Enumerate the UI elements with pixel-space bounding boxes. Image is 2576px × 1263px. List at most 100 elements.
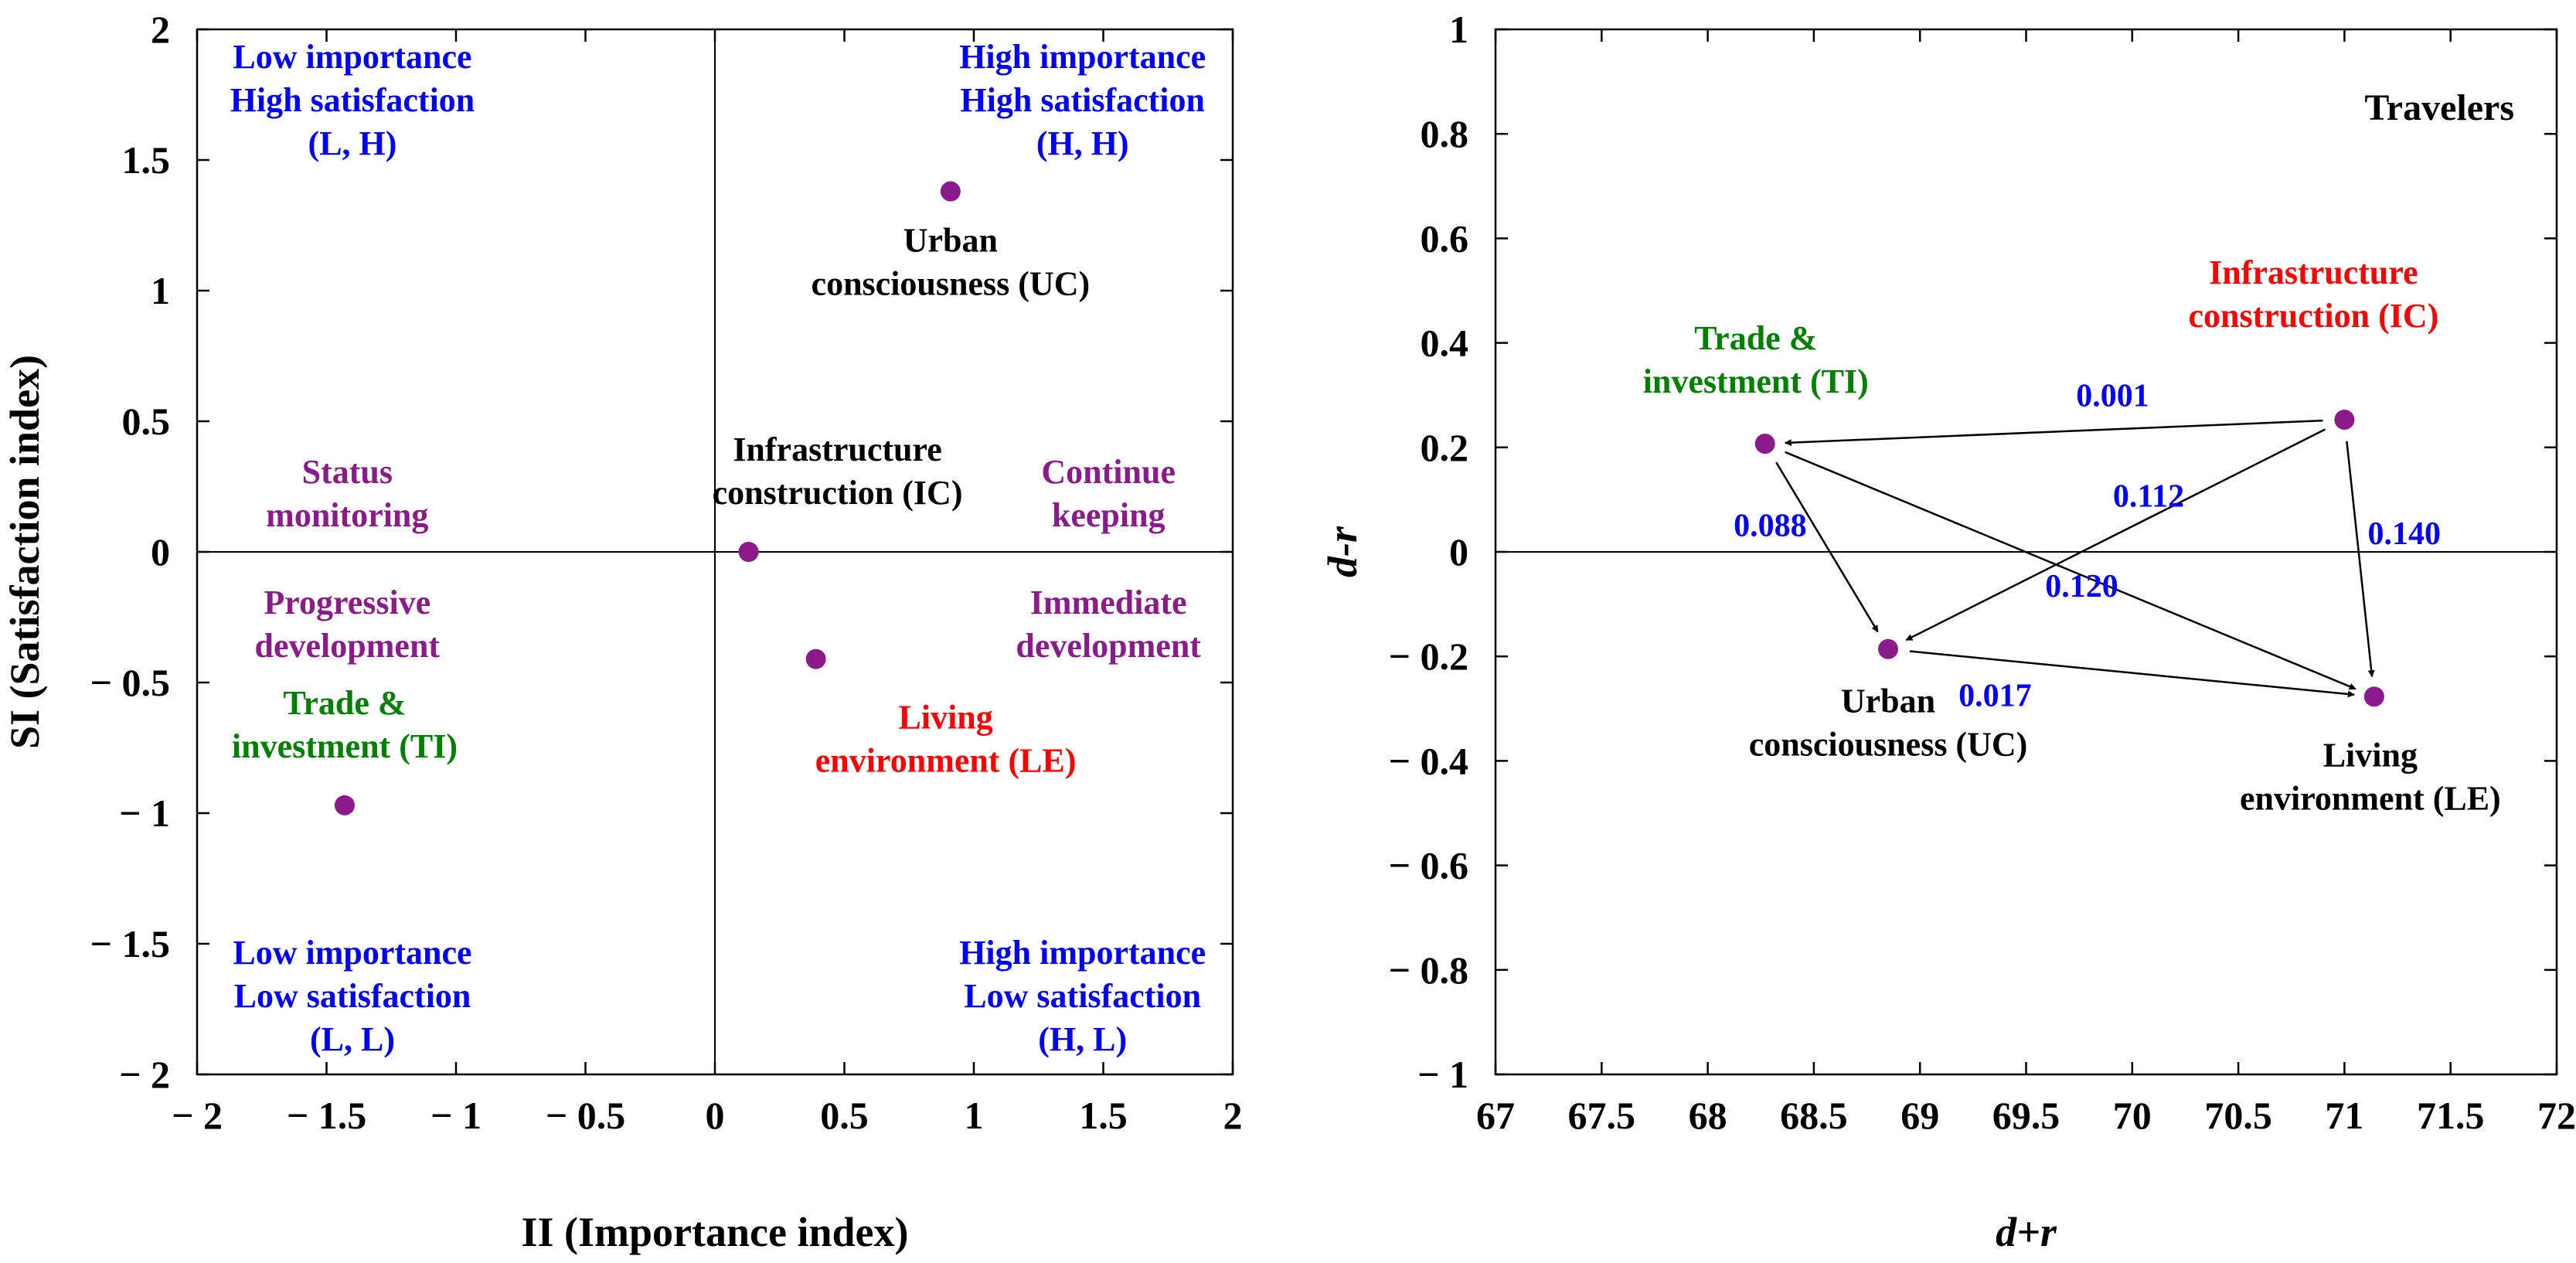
point-label-le-line: environment (LE)	[2240, 779, 2501, 817]
edge-ti-le	[1785, 451, 2357, 690]
point-le	[2363, 686, 2384, 707]
y-tick-label: 1	[1449, 8, 1468, 51]
x-axis-title: d+r	[1996, 1209, 2057, 1255]
y-tick-label: 0.2	[1421, 426, 1469, 469]
point-label-ic: Infrastructure construction (IC)	[713, 431, 963, 512]
edge-ic-uc	[1905, 428, 2326, 642]
y-tick-label: 0.6	[1421, 216, 1469, 260]
dematel-chart: 67 67.5 68 68.5 69 69.5 70 70.5 71 71.5 72 − 1 − 0.8…	[1319, 8, 2576, 1255]
y-tick-label: 0.8	[1421, 112, 1469, 155]
x-tick-label: 2	[1223, 1094, 1243, 1137]
x-tick-label: 71.5	[2417, 1094, 2485, 1137]
point-label-ti-line: Trade &	[283, 684, 406, 722]
x-tick-label: 72	[2537, 1094, 2576, 1137]
quadrant-label-line: High importance	[959, 934, 1206, 972]
point-label-uc-line: Urban	[1841, 683, 1935, 720]
quadrant-label-line: Low satisfaction	[234, 977, 471, 1015]
x-tick-label: 67	[1476, 1094, 1515, 1137]
strategy-label-line: Immediate	[1030, 584, 1187, 621]
x-tick-label: 68	[1689, 1094, 1727, 1137]
point-ic	[738, 542, 759, 562]
x-tick-label: 70	[2113, 1094, 2152, 1137]
point-label-ti-line: Trade &	[1694, 319, 1817, 357]
y-tick-label: − 1	[1417, 1053, 1468, 1096]
strategy-label: Continue keeping	[1041, 453, 1176, 534]
x-tick-label: − 1	[430, 1094, 482, 1137]
point-label-ic-line: Infrastructure	[2209, 254, 2418, 291]
point-label-ti: Trade & investment (TI)	[232, 684, 458, 765]
y-tick-label: − 0.4	[1389, 739, 1469, 782]
x-tick-label: 69.5	[1992, 1094, 2060, 1137]
strategy-label-line: monitoring	[266, 496, 428, 534]
x-tick-label: 1.5	[1079, 1094, 1128, 1137]
point-uc	[940, 181, 961, 202]
point-label-ti-line: investment (TI)	[232, 727, 458, 765]
point-label-ti: Trade & investment (TI)	[1643, 319, 1869, 400]
y-tick-label: 1.5	[122, 138, 171, 182]
strategy-label: Progressive development	[255, 584, 441, 665]
quadrant-label-line: (L, L)	[310, 1020, 395, 1058]
point-label-ic-line: Infrastructure	[733, 431, 941, 468]
edge-uc-le	[1909, 650, 2355, 698]
strategy-label-line: Progressive	[264, 584, 430, 621]
y-axis-title: d-r	[1319, 526, 1366, 577]
point-ti	[1754, 434, 1775, 454]
quadrant-label-line: (H, H)	[1036, 124, 1129, 162]
ipa-chart: − 2 − 1.5 − 1 − 0.5 0 0.5 1 1.5 2 − 2 − 1.5 − 1 − 0.…	[2, 8, 1243, 1255]
quadrant-label-line: High satisfaction	[230, 81, 475, 119]
y-tick-label: 2	[151, 8, 170, 51]
point-label-le-line: Living	[899, 699, 993, 737]
y-tick-label: 0	[1449, 530, 1468, 574]
strategy-label: Status monitoring	[266, 453, 428, 534]
point-label-ic: Infrastructure construction (IC)	[2188, 254, 2438, 335]
strategy-label-line: keeping	[1052, 496, 1165, 534]
y-tick-label: 1	[151, 269, 170, 312]
point-label-le-line: Living	[2323, 736, 2418, 774]
edge-label-ic-ti: 0.001	[2076, 378, 2149, 414]
x-tick-label: 67.5	[1568, 1094, 1636, 1137]
x-tick-label: − 0.5	[546, 1094, 626, 1137]
point-label-le: Living environment (LE)	[815, 699, 1077, 780]
quadrant-label-line: Low importance	[233, 38, 471, 76]
quadrant-label-line: High importance	[959, 38, 1206, 76]
panel-title: Travelers	[2364, 87, 2514, 128]
point-label-ti-line: investment (TI)	[1643, 363, 1869, 400]
y-tick-label: − 1	[119, 792, 170, 835]
y-axis-title: SI (Satisfaction index)	[2, 355, 48, 749]
y-tick-label: 0	[151, 530, 170, 574]
edge-label-ti-le: 0.120	[2045, 569, 2118, 604]
x-tick-label: 0.5	[820, 1094, 869, 1137]
edge-ic-le	[2346, 441, 2375, 678]
strategy-label-line: Status	[302, 453, 393, 491]
quadrant-label-line: Low importance	[233, 934, 471, 972]
point-label-uc-line: consciousness (UC)	[1749, 726, 2028, 764]
point-label-ic-line: construction (IC)	[713, 474, 963, 512]
strategy-label-line: development	[255, 627, 441, 665]
y-tick-label: 0.5	[122, 400, 171, 443]
edge-label-ti-uc: 0.088	[1734, 509, 1807, 544]
x-tick-label: − 2	[172, 1094, 223, 1137]
edge-label-ic-uc: 0.112	[2113, 478, 2184, 514]
edge-ti-uc	[1775, 461, 1879, 633]
point-uc	[1878, 638, 1899, 659]
edge-label-uc-le: 0.017	[1958, 678, 2032, 713]
x-tick-label: 69	[1901, 1094, 1939, 1137]
x-tick-label: 1	[965, 1094, 984, 1137]
point-label-uc: Urban consciousness (UC)	[1749, 683, 2028, 764]
strategy-label-line: development	[1016, 627, 1201, 665]
y-tick-label: − 0.6	[1389, 844, 1469, 887]
y-tick-label: − 1.5	[90, 922, 171, 965]
point-label-uc: Urban consciousness (UC)	[812, 222, 1091, 303]
quadrant-label: High importance High satisfaction (H, H)	[959, 38, 1206, 162]
y-tick-label: − 2	[119, 1053, 170, 1096]
y-tick-label: − 0.5	[90, 661, 171, 704]
point-label-le-line: environment (LE)	[815, 742, 1077, 780]
strategy-label: Immediate development	[1016, 584, 1201, 665]
edge-label-ic-le: 0.140	[2367, 516, 2441, 552]
y-tick-label: 0.4	[1421, 322, 1469, 365]
quadrant-label: Low importance High satisfaction (L, H)	[230, 38, 475, 162]
point-label-uc-line: consciousness (UC)	[812, 265, 1091, 303]
edge-ic-ti	[1784, 419, 2323, 447]
quadrant-label: High importance Low satisfaction (H, L)	[959, 934, 1206, 1058]
